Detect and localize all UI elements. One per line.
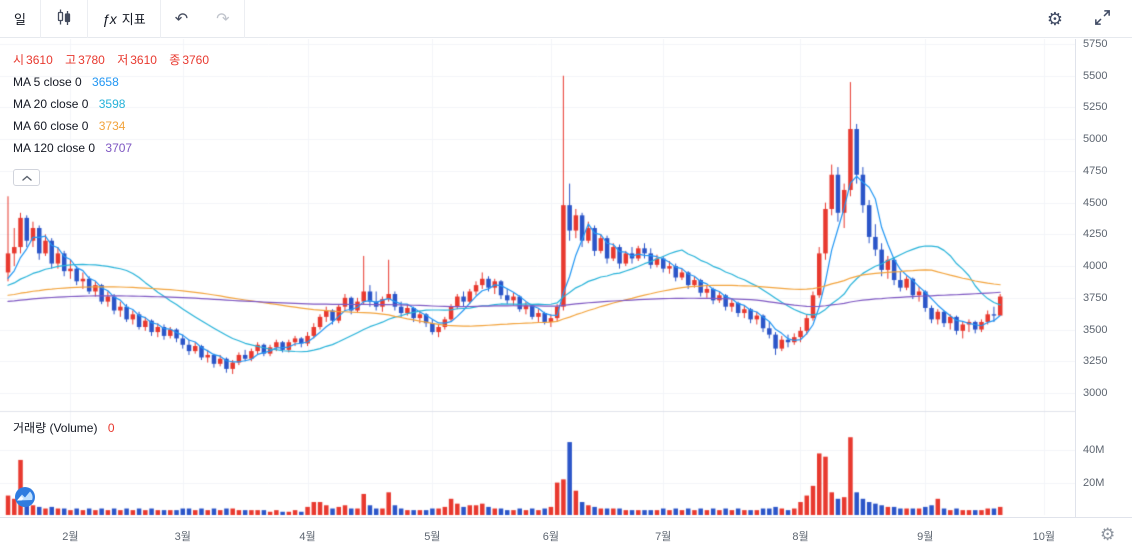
- price-scale[interactable]: 5750 5500 5250 5000 4750 4500 4250 4000 3750 3500…: [1075, 38, 1132, 556]
- fullscreen-button[interactable]: [1089, 4, 1116, 34]
- fullscreen-icon: [1093, 8, 1112, 30]
- high-label: 고: [65, 53, 77, 67]
- price-axis-tick: 4500: [1083, 196, 1108, 209]
- ma60-label: MA 60 close 0: [13, 119, 89, 133]
- price-axis-tick: 3000: [1083, 387, 1108, 399]
- indicators-button[interactable]: ƒx 지표: [90, 3, 158, 34]
- chart-region: 시 3610 고 3780 저 3610 종 3760 MA 5 close 0 365…: [0, 38, 1132, 556]
- chart-style-button[interactable]: [43, 2, 85, 35]
- gear-icon: ⚙: [1046, 8, 1063, 29]
- time-axis-tick: 6월: [542, 531, 559, 543]
- time-axis-tick: 3월: [174, 531, 191, 543]
- legend-collapse-button[interactable]: [13, 169, 40, 186]
- main-legend: 시 3610 고 3780 저 3610 종 3760 MA 5 close 0 365…: [13, 49, 218, 159]
- volume-axis-tick: 20M: [1083, 476, 1105, 489]
- undo-icon: ↶: [174, 10, 189, 28]
- area-chart-logo-icon: [13, 487, 37, 512]
- time-axis-tick: 4월: [299, 531, 316, 543]
- low-label: 저: [117, 53, 129, 67]
- time-axis-tick: 5월: [424, 531, 441, 543]
- price-axis-tick: 5000: [1083, 133, 1108, 146]
- volume-legend[interactable]: 거래량 (Volume) 0: [13, 419, 115, 436]
- time-axis-tick: 10월: [1032, 531, 1055, 543]
- toolbar-separator: [159, 0, 161, 38]
- ma60-legend-row[interactable]: MA 60 close 0 3734: [13, 115, 218, 137]
- price-axis-tick: 4750: [1083, 164, 1108, 177]
- interval-button[interactable]: 일: [2, 3, 38, 34]
- ma120-label: MA 120 close 0: [13, 141, 96, 155]
- volume-label: 거래량 (Volume): [13, 421, 98, 435]
- ma20-label: MA 20 close 0: [13, 97, 89, 111]
- price-axis-tick: 5750: [1083, 38, 1108, 50]
- price-axis-tick: 3750: [1083, 291, 1108, 304]
- chart-canvas[interactable]: [0, 39, 1075, 517]
- redo-icon: ↷: [216, 10, 230, 28]
- interval-label: 일: [14, 12, 26, 27]
- settings-button[interactable]: ⚙: [1043, 6, 1067, 32]
- ma5-value: 3658: [92, 75, 119, 89]
- symbol-logo-button[interactable]: [10, 485, 40, 511]
- close-label: 종: [169, 53, 181, 67]
- ma20-legend-row[interactable]: MA 20 close 0 3598: [13, 93, 218, 115]
- ma120-value: 3707: [105, 141, 133, 155]
- fx-icon: ƒx: [101, 10, 117, 27]
- time-axis-tick: 2월: [62, 531, 79, 543]
- price-axis-tick: 4250: [1083, 228, 1108, 241]
- volume-axis-tick: 40M: [1083, 444, 1105, 457]
- time-axis-tick: 9월: [917, 531, 934, 543]
- price-axis-tick: 3500: [1083, 323, 1108, 336]
- time-axis-tick: 7월: [655, 531, 672, 543]
- price-axis-tick: 4000: [1083, 260, 1108, 273]
- close-value: 3760: [182, 53, 210, 67]
- time-scale[interactable]: ⚙ 2월 3월 4월 5월 6월 7월 8월 9월 10월: [0, 517, 1132, 556]
- price-axis-tick: 5250: [1083, 101, 1108, 114]
- ma60-value: 3734: [98, 119, 126, 133]
- price-axis-tick: 5500: [1083, 69, 1108, 82]
- price-axis-tick: 3250: [1083, 355, 1108, 368]
- toolbar-right: ⚙: [1041, 4, 1132, 34]
- high-value: 3780: [78, 53, 105, 67]
- ma20-value: 3598: [98, 97, 126, 111]
- toolbar-separator: [39, 0, 41, 38]
- time-axis-tick: 8월: [792, 531, 809, 543]
- low-value: 3610: [130, 53, 157, 67]
- top-toolbar: 일 ƒx 지표 ↶ ↷: [0, 0, 1132, 38]
- redo-button[interactable]: ↷: [204, 3, 241, 35]
- indicators-label: 지표: [121, 12, 146, 27]
- undo-button[interactable]: ↶: [163, 3, 200, 35]
- ma120-legend-row[interactable]: MA 120 close 0 3707: [13, 137, 218, 159]
- ohlc-legend: 시 3610 고 3780 저 3610 종 3760: [13, 49, 218, 71]
- chevron-up-icon: [21, 170, 33, 185]
- open-value: 3610: [26, 53, 53, 67]
- toolbar-separator: [86, 0, 88, 38]
- ma5-label: MA 5 close 0: [13, 75, 82, 89]
- volume-value: 0: [107, 421, 115, 435]
- open-label: 시: [13, 53, 25, 67]
- ma5-legend-row[interactable]: MA 5 close 0 3658: [13, 71, 218, 93]
- time-scale-gear-icon[interactable]: ⚙: [1100, 525, 1116, 544]
- candlestick-icon: [55, 8, 73, 29]
- toolbar-separator: [243, 0, 245, 38]
